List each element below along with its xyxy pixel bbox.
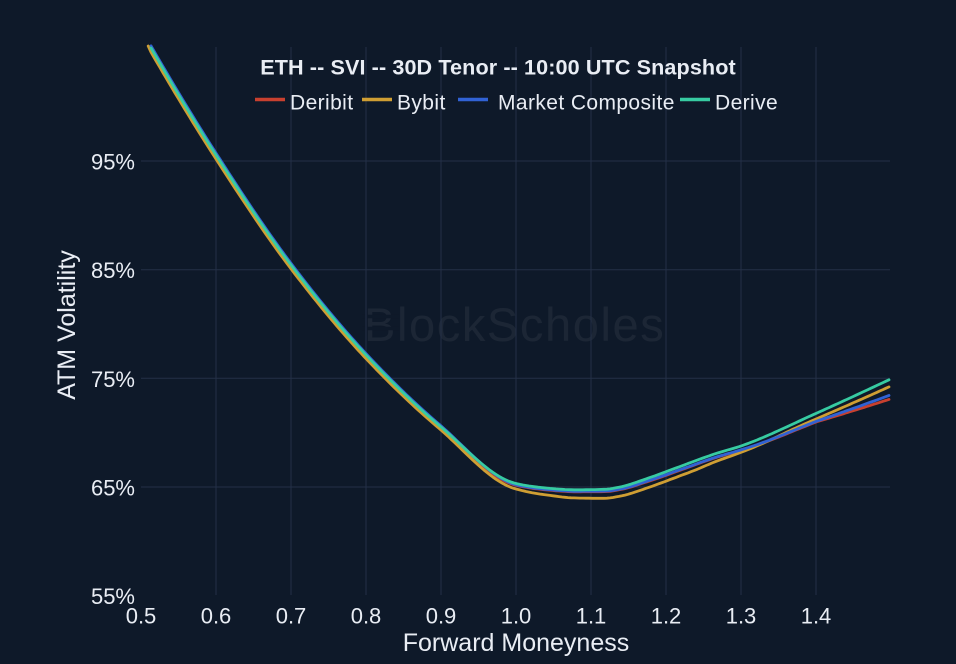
svg-text:1.3: 1.3 <box>726 604 757 629</box>
svg-text:0.6: 0.6 <box>201 604 232 629</box>
svg-text:85%: 85% <box>91 258 135 283</box>
svg-text:Deribit: Deribit <box>290 92 353 115</box>
svg-text:65%: 65% <box>91 476 135 501</box>
svg-text:1.4: 1.4 <box>801 604 832 629</box>
svg-text:Derive: Derive <box>715 92 778 115</box>
svg-text:0.9: 0.9 <box>426 604 457 629</box>
svg-text:ATM Volatility: ATM Volatility <box>53 250 81 400</box>
svg-text:Bybit: Bybit <box>397 92 446 115</box>
svg-text:0.8: 0.8 <box>351 604 382 629</box>
svg-text:BlockScholes: BlockScholes <box>364 298 665 351</box>
svg-text:Market Composite: Market Composite <box>498 92 675 115</box>
svg-text:95%: 95% <box>91 150 135 175</box>
svg-text:1.2: 1.2 <box>651 604 682 629</box>
svg-text:ETH -- SVI -- 30D Tenor -- 10:: ETH -- SVI -- 30D Tenor -- 10:00 UTC Sna… <box>260 55 736 80</box>
svg-text:1.1: 1.1 <box>576 604 607 629</box>
svg-text:75%: 75% <box>91 367 135 392</box>
svg-text:Forward Moneyness: Forward Moneyness <box>403 629 629 657</box>
svg-text:55%: 55% <box>91 584 135 609</box>
svg-text:1.0: 1.0 <box>501 604 532 629</box>
svg-text:0.7: 0.7 <box>276 604 307 629</box>
svg-text:0.5: 0.5 <box>126 604 157 629</box>
